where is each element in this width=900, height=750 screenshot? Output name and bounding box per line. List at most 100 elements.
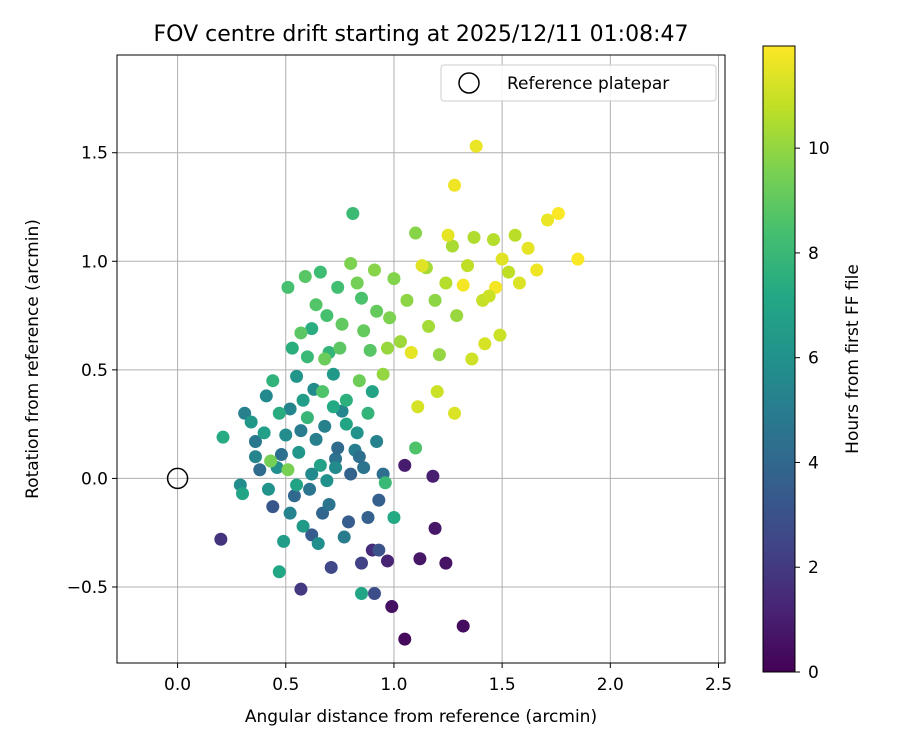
data-point — [367, 263, 381, 277]
data-point — [311, 537, 325, 551]
data-point — [387, 272, 401, 286]
data-point — [456, 278, 470, 292]
data-point — [445, 239, 459, 253]
data-point — [354, 587, 368, 601]
data-point — [244, 415, 258, 429]
data-point — [329, 461, 343, 475]
data-point — [337, 530, 351, 544]
colorbar-tick-label: 8 — [808, 244, 819, 264]
data-point — [290, 369, 304, 383]
data-point — [216, 430, 230, 444]
data-point — [398, 458, 412, 472]
reference-marker — [166, 467, 189, 490]
x-tick-label: 1.5 — [489, 675, 516, 695]
data-point — [303, 482, 317, 496]
data-point — [361, 511, 375, 525]
data-point — [283, 402, 297, 416]
data-point — [357, 324, 371, 338]
data-point — [415, 259, 429, 273]
data-point — [409, 441, 423, 455]
x-tick-label: 1.0 — [380, 675, 407, 695]
data-point — [339, 393, 353, 407]
data-point — [248, 450, 262, 464]
data-point — [248, 435, 262, 449]
data-point — [387, 511, 401, 525]
y-tick-label: 1.5 — [81, 144, 108, 164]
data-point — [393, 335, 407, 349]
data-point — [380, 341, 394, 355]
data-point — [316, 385, 330, 399]
data-point — [300, 350, 314, 364]
data-point — [346, 207, 360, 221]
data-point — [439, 276, 453, 290]
data-point — [257, 426, 271, 440]
data-point — [333, 341, 347, 355]
data-point — [372, 543, 386, 557]
data-point — [344, 467, 358, 481]
data-point — [352, 374, 366, 388]
data-point — [305, 322, 319, 336]
data-point — [350, 426, 364, 440]
data-point — [413, 552, 427, 566]
data-point — [344, 256, 358, 270]
data-point — [376, 367, 390, 381]
data-points — [214, 139, 585, 646]
data-point — [261, 482, 275, 496]
data-point — [279, 428, 293, 442]
colorbar-gradient — [762, 45, 796, 673]
data-point — [300, 411, 314, 425]
data-point — [313, 458, 327, 472]
data-point — [285, 341, 299, 355]
data-point — [426, 469, 440, 483]
data-point — [448, 406, 462, 420]
y-tick-label: −0.5 — [67, 578, 108, 598]
data-point — [385, 600, 399, 614]
x-tick-label: 2.0 — [597, 675, 624, 695]
x-tick-label: 0.5 — [272, 675, 299, 695]
data-point — [467, 230, 481, 244]
data-point — [298, 269, 312, 283]
data-point — [290, 478, 304, 492]
data-point — [283, 506, 297, 520]
data-point — [272, 565, 286, 579]
data-point — [541, 213, 555, 227]
data-point — [313, 265, 327, 279]
colorbar-tick-label: 2 — [808, 558, 819, 578]
data-point — [274, 448, 288, 462]
data-point — [354, 556, 368, 570]
colorbar-tick-label: 0 — [808, 663, 819, 683]
y-axis-ticks: −0.5 0.0 0.5 1.0 1.5 — [67, 144, 117, 598]
data-point — [383, 311, 397, 325]
y-tick-label: 0.0 — [81, 469, 108, 489]
data-point — [259, 389, 273, 403]
data-point — [493, 328, 507, 342]
data-point — [571, 252, 585, 266]
data-point — [398, 632, 412, 646]
data-point — [296, 393, 310, 407]
data-point — [350, 276, 364, 290]
data-point — [422, 319, 436, 333]
data-point — [361, 406, 375, 420]
data-point — [320, 474, 334, 488]
data-point — [469, 139, 483, 153]
data-point — [309, 298, 323, 312]
data-point — [428, 521, 442, 535]
data-point — [502, 265, 516, 279]
data-point — [439, 556, 453, 570]
grid-lines — [117, 55, 725, 663]
data-point — [253, 463, 267, 477]
data-point — [430, 385, 444, 399]
x-axis-ticks: 0.0 0.5 1.0 1.5 2.0 2.5 — [164, 663, 732, 695]
chart-title: FOV centre drift starting at 2025/12/11 … — [154, 22, 689, 47]
data-point — [294, 326, 308, 340]
data-point — [486, 233, 500, 247]
data-point — [281, 463, 295, 477]
data-point — [482, 289, 496, 303]
data-point — [266, 500, 280, 514]
data-point — [326, 367, 340, 381]
y-tick-label: 1.0 — [81, 252, 108, 272]
data-point — [521, 241, 535, 255]
data-point — [264, 454, 278, 468]
colorbar: 0 2 4 6 8 10 Hours from first FF file — [762, 45, 863, 683]
data-point — [367, 587, 381, 601]
